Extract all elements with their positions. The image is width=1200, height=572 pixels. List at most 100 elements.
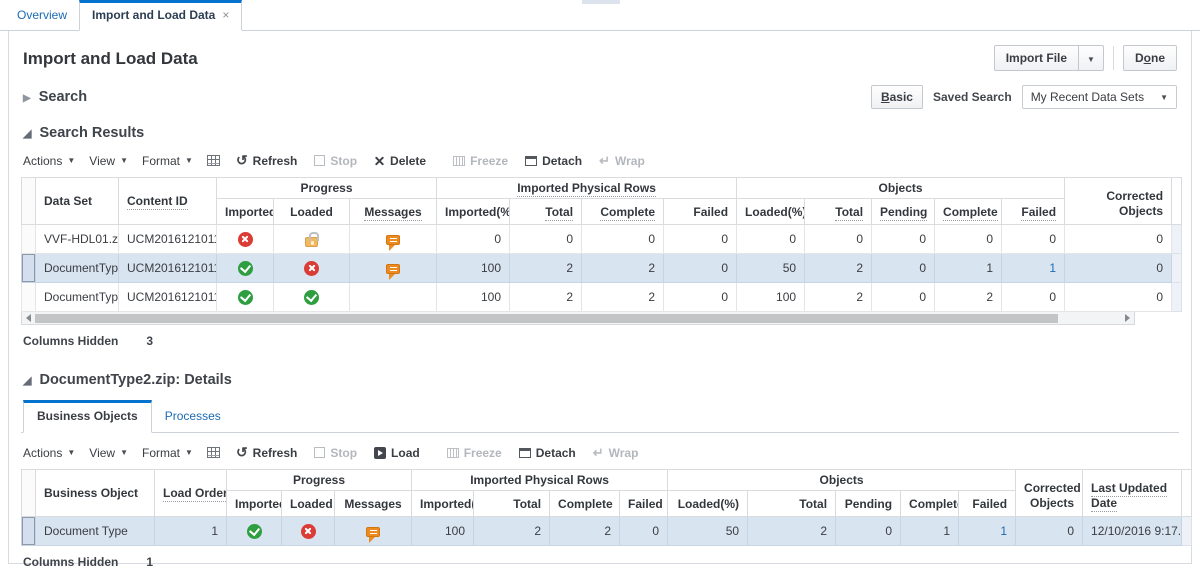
done-button[interactable]: Done [1122,45,1177,71]
cell-data-set[interactable]: VVF-HDL01.zip [35,224,119,254]
cell-ipr-complete[interactable]: 2 [549,516,621,546]
import-file-button[interactable]: Import File [993,45,1080,71]
format-menu[interactable]: Format ▼ [142,153,193,168]
cell-corrected-objects[interactable]: 0 [1064,282,1173,312]
load-button[interactable]: Load [374,446,420,460]
refresh-button[interactable]: Refresh [236,445,298,460]
detach-button[interactable]: Detach [518,446,576,460]
stop-button[interactable]: Stop [314,154,357,168]
cell-obj-complete[interactable]: 1 [934,253,1003,283]
saved-search-dropdown[interactable]: My Recent Data Sets ▼ [1021,85,1177,109]
cell-obj-total[interactable]: 2 [804,282,873,312]
cell-loaded-pct[interactable]: 0 [736,224,806,254]
cell-ipr-failed[interactable]: 0 [663,224,738,254]
cell-obj-pending[interactable]: 0 [871,224,936,254]
view-menu[interactable]: View ▼ [89,153,128,168]
table-row-selected[interactable]: DocumentType2.zip UCM20161210111550-1 10… [21,253,1183,283]
row-selector[interactable] [21,253,36,283]
basic-button[interactable]: Basic [870,85,923,109]
disclosure-expanded-icon[interactable] [23,125,31,141]
cell-last-updated-date[interactable]: 12/10/2016 9:17... [1082,516,1183,546]
horizontal-scrollbar[interactable] [21,312,1135,325]
actions-menu[interactable]: Actions ▼ [23,153,76,168]
cell-obj-complete[interactable]: 0 [934,224,1003,254]
query-by-example-icon[interactable] [206,447,220,458]
cell-loaded-pct[interactable]: 50 [736,253,806,283]
col-group-imported-physical-rows[interactable]: Imported Physical Rows [436,177,738,199]
col-header-obj-total[interactable]: Total [804,198,873,225]
cell-content-id[interactable]: UCM20161210111349-0 [118,282,217,312]
details-section-header[interactable]: DocumentType2.zip: Details [23,372,1177,388]
cell-obj-failed[interactable]: 0 [1001,282,1066,312]
splitter-handle[interactable] [582,0,620,4]
cell-imported-pct[interactable]: 0 [436,224,511,254]
col-header-load-order[interactable]: Load Order [154,469,227,517]
cell-imported-pct[interactable]: 100 [436,253,511,283]
cell-ipr-complete[interactable]: 2 [581,253,665,283]
cell-obj-total[interactable]: 2 [804,253,873,283]
detach-button[interactable]: Detach [525,154,582,168]
freeze-button[interactable]: Freeze [453,154,508,168]
col-header-obj-complete[interactable]: Complete [934,198,1003,225]
cell-obj-failed-link[interactable]: 1 [958,516,1017,546]
scroll-right-icon[interactable] [1124,314,1130,322]
tab-processes[interactable]: Processes [164,409,221,423]
cell-load-order[interactable]: 1 [154,516,227,546]
row-selector[interactable] [21,282,36,312]
row-selector[interactable] [21,224,36,254]
cell-ipr-total[interactable]: 2 [473,516,551,546]
wrap-button[interactable]: Wrap [599,154,645,168]
message-icon[interactable] [366,526,381,543]
row-selector[interactable] [21,516,36,546]
cell-obj-pending[interactable]: 0 [835,516,902,546]
cell-business-object[interactable]: Document Type [35,516,155,546]
format-menu[interactable]: Format ▼ [142,445,193,460]
cell-ipr-failed[interactable]: 0 [619,516,669,546]
cell-content-id[interactable]: UCM20161210111550-1 [118,253,217,283]
cell-obj-complete[interactable]: 1 [900,516,960,546]
cell-corrected-objects[interactable]: 0 [1015,516,1084,546]
col-header-last-updated-date[interactable]: Last Updated Date [1082,469,1183,517]
tab-overview[interactable]: Overview [17,8,68,22]
cell-ipr-complete[interactable]: 2 [581,282,665,312]
disclosure-expanded-icon[interactable] [23,372,31,388]
cell-ipr-total[interactable]: 0 [509,224,583,254]
close-icon[interactable]: × [222,8,230,22]
cell-imported-pct[interactable]: 100 [411,516,475,546]
tab-import-and-load-data[interactable]: Import and Load Data × [79,0,243,31]
search-section-header[interactable]: Search [23,89,87,105]
tab-business-objects[interactable]: Business Objects [23,400,152,433]
cell-imported-pct[interactable]: 100 [436,282,511,312]
stop-button[interactable]: Stop [314,446,357,460]
table-row-selected[interactable]: Document Type 1 100 2 2 0 50 2 0 1 1 0 1… [21,516,1193,546]
disclosure-collapsed-icon[interactable] [23,89,31,105]
cell-obj-pending[interactable]: 0 [871,253,936,283]
view-menu[interactable]: View ▼ [89,445,128,460]
cell-obj-total[interactable]: 0 [804,224,873,254]
cell-obj-total[interactable]: 2 [747,516,837,546]
cell-data-set[interactable]: DocumentType2.zip [35,253,119,283]
cell-ipr-failed[interactable]: 0 [663,253,738,283]
cell-obj-complete[interactable]: 2 [934,282,1003,312]
cell-ipr-total[interactable]: 2 [509,282,583,312]
search-results-section-header[interactable]: Search Results [23,125,1177,141]
delete-button[interactable]: Delete [374,154,426,168]
col-header-messages[interactable]: Messages [348,198,438,225]
cell-ipr-failed[interactable]: 0 [663,282,738,312]
scroll-left-icon[interactable] [26,314,31,322]
freeze-button[interactable]: Freeze [446,446,502,460]
cell-loaded-pct[interactable]: 100 [736,282,806,312]
col-header-obj-failed[interactable]: Failed [1001,198,1066,225]
message-icon[interactable] [386,263,401,280]
cell-obj-failed-link[interactable]: 1 [1001,253,1066,283]
wrap-button[interactable]: Wrap [593,446,639,460]
cell-obj-pending[interactable]: 0 [871,282,936,312]
cell-ipr-complete[interactable]: 0 [581,224,665,254]
cell-loaded-pct[interactable]: 50 [667,516,749,546]
col-header-obj-pending[interactable]: Pending [871,198,936,225]
cell-corrected-objects[interactable]: 0 [1064,253,1173,283]
import-file-menu-button[interactable]: ▼ [1079,45,1104,71]
table-row[interactable]: VVF-HDL01.zip UCM20161210111743-2 0 0 0 … [21,224,1183,254]
cell-obj-failed[interactable]: 0 [1001,224,1066,254]
